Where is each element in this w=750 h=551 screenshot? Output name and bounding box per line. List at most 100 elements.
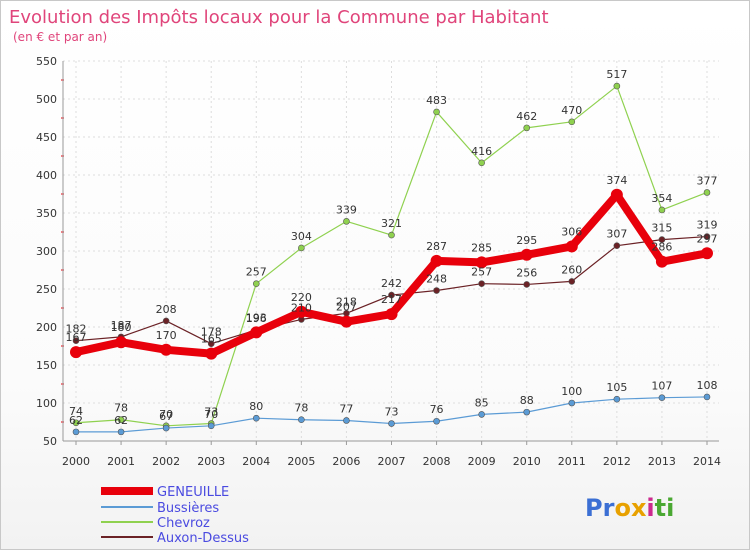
y-tick-label: 250 xyxy=(36,283,57,296)
data-point xyxy=(523,408,531,416)
data-label: 70 xyxy=(204,408,218,421)
data-label: 167 xyxy=(66,331,87,344)
x-tick-label: 2005 xyxy=(287,455,315,468)
data-label: 180 xyxy=(111,321,132,334)
data-label: 85 xyxy=(475,396,489,409)
data-label: 77 xyxy=(339,402,353,415)
data-label: 374 xyxy=(606,174,627,187)
data-point xyxy=(117,416,125,424)
data-label: 377 xyxy=(697,174,718,187)
data-point xyxy=(568,278,576,285)
data-label: 297 xyxy=(697,232,718,245)
data-label: 108 xyxy=(697,379,718,392)
x-tick-label: 2012 xyxy=(603,455,631,468)
data-label: 220 xyxy=(291,291,312,304)
data-point xyxy=(388,420,395,427)
legend-label: Bussières xyxy=(157,501,219,516)
data-label: 78 xyxy=(114,402,128,415)
x-tick-label: 2000 xyxy=(62,455,90,468)
data-point xyxy=(207,340,215,348)
data-point xyxy=(568,399,576,407)
data-label: 218 xyxy=(336,295,357,308)
x-tick-label: 2004 xyxy=(242,455,270,468)
data-point xyxy=(610,188,623,201)
data-label: 257 xyxy=(471,266,492,279)
data-label: 315 xyxy=(651,222,672,235)
data-label: 286 xyxy=(651,241,672,254)
data-label: 170 xyxy=(156,329,177,342)
x-tick-label: 2010 xyxy=(513,455,541,468)
data-label: 295 xyxy=(516,234,537,247)
x-tick-label: 2014 xyxy=(693,455,721,468)
chart-subtitle: (en € et par an) xyxy=(13,30,107,44)
data-point xyxy=(475,256,488,269)
data-point xyxy=(207,422,215,430)
data-label: 257 xyxy=(246,266,267,279)
data-point xyxy=(613,82,621,90)
data-point xyxy=(568,118,576,126)
data-label: 196 xyxy=(246,312,267,325)
data-label: 416 xyxy=(471,145,492,158)
data-label: 73 xyxy=(385,406,399,419)
data-label: 74 xyxy=(69,405,83,418)
data-point xyxy=(701,247,713,260)
y-tick-label: 100 xyxy=(36,397,57,410)
data-label: 76 xyxy=(430,403,444,416)
data-label: 321 xyxy=(381,217,402,230)
x-tick-label: 2009 xyxy=(468,455,496,468)
data-label: 256 xyxy=(516,266,537,279)
data-label: 470 xyxy=(561,104,582,117)
data-point xyxy=(252,414,260,422)
data-label: 165 xyxy=(201,333,222,346)
y-tick-label: 300 xyxy=(36,245,57,258)
data-point xyxy=(703,233,711,240)
data-point xyxy=(523,124,531,132)
data-label: 210 xyxy=(291,301,312,314)
brand-letter: x xyxy=(631,494,647,522)
data-point xyxy=(478,411,485,418)
data-point xyxy=(72,428,80,436)
data-point xyxy=(160,343,173,356)
data-point xyxy=(703,189,711,196)
data-point xyxy=(658,394,666,401)
data-point xyxy=(162,424,170,432)
chart-title: Evolution des Impôts locaux pour la Comm… xyxy=(9,7,549,28)
data-point xyxy=(520,248,533,261)
data-point xyxy=(343,218,350,225)
series-geneuille xyxy=(70,188,713,360)
y-tick-label: 400 xyxy=(36,169,57,182)
data-label: 306 xyxy=(561,225,582,238)
y-tick-label: 50 xyxy=(43,435,57,448)
y-tick-label: 450 xyxy=(36,131,57,144)
data-label: 287 xyxy=(426,240,447,253)
data-point xyxy=(298,244,305,252)
brand-letter: i xyxy=(646,494,654,522)
data-label: 462 xyxy=(516,110,537,123)
series-bussi-res xyxy=(72,393,711,436)
data-point xyxy=(658,236,666,243)
brand-letter: r xyxy=(603,494,615,522)
data-label: 260 xyxy=(561,263,582,276)
data-label: 208 xyxy=(156,303,177,316)
data-point xyxy=(298,416,305,424)
series-chevroz xyxy=(72,82,711,430)
data-label: 100 xyxy=(561,385,582,398)
brand-letter: i xyxy=(666,494,674,522)
legend-label: Chevroz xyxy=(157,516,210,531)
data-label: 80 xyxy=(249,400,263,413)
data-label: 105 xyxy=(606,381,627,394)
data-label: 78 xyxy=(294,402,308,415)
data-label: 248 xyxy=(426,273,447,286)
data-point xyxy=(478,280,485,287)
data-point xyxy=(433,287,440,294)
data-point xyxy=(388,231,395,239)
data-point xyxy=(72,337,80,344)
series-lines xyxy=(70,82,713,436)
data-label: 304 xyxy=(291,230,312,243)
brand-letter: P xyxy=(585,494,603,522)
data-point xyxy=(250,326,263,339)
data-point xyxy=(117,428,125,436)
legend-label: GENEUILLE xyxy=(157,485,229,500)
data-point xyxy=(655,255,668,268)
